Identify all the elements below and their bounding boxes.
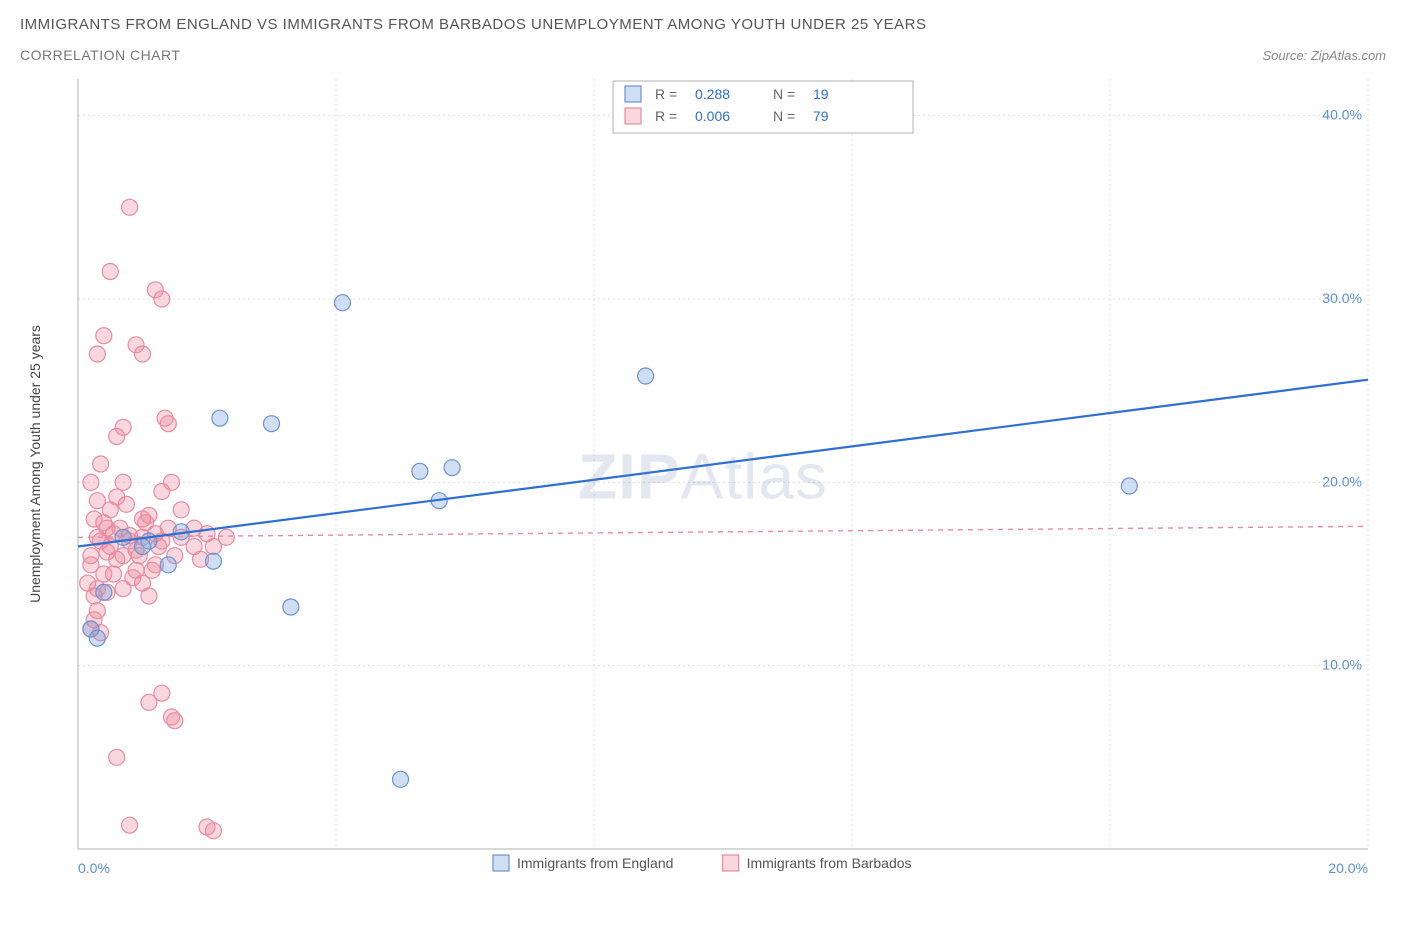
- data-point-barbados: [115, 419, 131, 435]
- data-point-barbados: [115, 581, 131, 597]
- data-point-barbados: [102, 264, 118, 280]
- data-point-barbados: [173, 502, 189, 518]
- legend-label: Immigrants from Barbados: [747, 855, 912, 871]
- stats-r-label: R =: [655, 108, 677, 124]
- data-point-barbados: [99, 520, 115, 536]
- stats-r-value: 0.288: [695, 86, 730, 102]
- data-point-england: [412, 463, 428, 479]
- x-tick-label: 0.0%: [78, 860, 110, 876]
- data-point-england: [89, 630, 105, 646]
- trend-line-barbados: [78, 526, 1368, 537]
- header-row: IMMIGRANTS FROM ENGLAND VS IMMIGRANTS FR…: [20, 16, 1386, 63]
- y-tick-label: 20.0%: [1322, 473, 1362, 489]
- data-point-barbados: [160, 416, 176, 432]
- data-point-barbados: [218, 529, 234, 545]
- data-point-barbados: [205, 823, 221, 839]
- data-point-england: [638, 368, 654, 384]
- data-point-barbados: [154, 291, 170, 307]
- data-point-barbados: [154, 685, 170, 701]
- correlation-scatter-chart: 10.0% 20.0% 30.0% 40.0% 0.0% 20.0% Unemploymen…: [20, 69, 1386, 899]
- stats-n-value: 19: [813, 86, 829, 102]
- data-point-barbados: [122, 817, 138, 833]
- legend-swatch: [723, 855, 739, 871]
- stats-swatch: [625, 108, 641, 124]
- data-point-england: [444, 460, 460, 476]
- data-point-barbados: [118, 496, 134, 512]
- chart-title: IMMIGRANTS FROM ENGLAND VS IMMIGRANTS FR…: [20, 16, 926, 33]
- legend-label: Immigrants from England: [517, 855, 673, 871]
- stats-n-label: N =: [773, 108, 795, 124]
- data-point-barbados: [122, 199, 138, 215]
- data-point-england: [96, 584, 112, 600]
- data-point-barbados: [89, 346, 105, 362]
- title-block: IMMIGRANTS FROM ENGLAND VS IMMIGRANTS FR…: [20, 16, 926, 63]
- y-axis-label: Unemployment Among Youth under 25 years: [27, 325, 43, 603]
- data-point-barbados: [144, 562, 160, 578]
- data-point-barbados: [83, 557, 99, 573]
- data-point-barbados: [135, 346, 151, 362]
- data-point-england: [264, 416, 280, 432]
- legend-swatch: [493, 855, 509, 871]
- data-point-barbados: [141, 588, 157, 604]
- data-point-barbados: [164, 474, 180, 490]
- trend-line-england: [78, 380, 1368, 547]
- data-point-barbados: [135, 511, 151, 527]
- data-point-england: [283, 599, 299, 615]
- data-point-barbados: [105, 566, 121, 582]
- y-tick-label: 10.0%: [1322, 657, 1362, 673]
- data-point-barbados: [167, 713, 183, 729]
- data-point-england: [205, 553, 221, 569]
- stats-r-label: R =: [655, 86, 677, 102]
- data-point-barbados: [83, 474, 99, 490]
- data-point-barbados: [109, 749, 125, 765]
- chart-subtitle: CORRELATION CHART: [20, 47, 926, 63]
- stats-n-value: 79: [813, 108, 829, 124]
- stats-n-label: N =: [773, 86, 795, 102]
- y-tick-label: 40.0%: [1322, 107, 1362, 123]
- data-point-england: [160, 557, 176, 573]
- chart-container: 10.0% 20.0% 30.0% 40.0% 0.0% 20.0% Unemploymen…: [20, 69, 1386, 899]
- data-point-barbados: [115, 474, 131, 490]
- data-point-england: [1121, 478, 1137, 494]
- x-tick-label: 20.0%: [1328, 860, 1368, 876]
- data-point-barbados: [93, 456, 109, 472]
- data-point-england: [334, 295, 350, 311]
- data-point-england: [135, 539, 151, 555]
- data-point-barbados: [96, 328, 112, 344]
- data-point-england: [393, 771, 409, 787]
- data-point-england: [212, 410, 228, 426]
- stats-swatch: [625, 86, 641, 102]
- y-tick-label: 30.0%: [1322, 290, 1362, 306]
- source-attribution: Source: ZipAtlas.com: [1262, 48, 1386, 63]
- stats-r-value: 0.006: [695, 108, 730, 124]
